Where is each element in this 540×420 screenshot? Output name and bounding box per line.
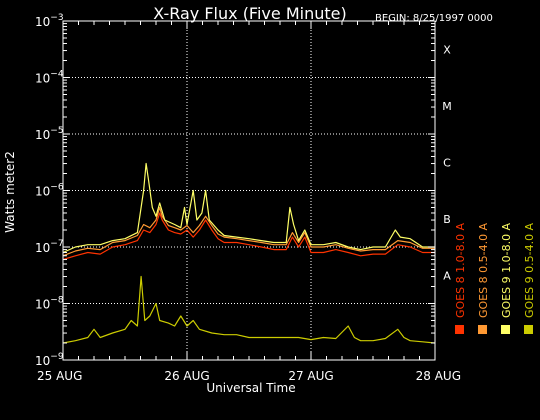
- legend-label-1: GOES 8 0.5-4.0 A: [477, 222, 490, 318]
- legend-swatch-3: [524, 325, 533, 334]
- series-lines: [62, 162, 436, 344]
- series-line-0: [62, 212, 435, 261]
- x-axis-ticks: 25 AUG 26 AUG 27 AUG 28 AUG: [37, 21, 461, 383]
- y-tick-label: 10−6: [35, 183, 64, 199]
- y-axis-ticks: 10−910−810−710−610−510−410−3: [35, 13, 435, 368]
- flare-class-labels: X M C B A: [442, 43, 452, 282]
- series-line-2: [62, 162, 435, 254]
- y-tick-exponent: −4: [50, 70, 64, 80]
- series-line-1: [62, 206, 435, 257]
- flare-class-b: B: [443, 213, 451, 226]
- x-tick-label: 26 AUG: [164, 369, 209, 383]
- y-tick-label: 10−9: [35, 352, 64, 368]
- y-tick-exponent: −6: [50, 183, 64, 193]
- x-tick-label: 28 AUG: [416, 369, 461, 383]
- legend-swatch-1: [478, 325, 487, 334]
- legend-label-3: GOES 9 0.5-4.0 A: [523, 222, 536, 318]
- y-tick-mantissa: 10: [35, 298, 50, 312]
- y-tick-exponent: −5: [50, 126, 63, 136]
- y-tick-exponent: −7: [50, 239, 63, 249]
- flare-class-a: A: [443, 269, 451, 282]
- y-tick-mantissa: 10: [35, 15, 50, 29]
- x-axis-label: Universal Time: [206, 381, 295, 395]
- legend-swatch-2: [501, 325, 510, 334]
- grid-lines: [63, 21, 435, 360]
- legend-label-2: GOES 9 1.0-8.0 A: [500, 222, 513, 318]
- legend-label-0: GOES 8 1.0-8.0 A: [454, 222, 467, 318]
- flare-class-m: M: [442, 100, 452, 113]
- x-tick-label: 25 AUG: [37, 369, 82, 383]
- y-tick-label: 10−3: [35, 13, 64, 29]
- flare-class-c: C: [443, 156, 451, 169]
- y-tick-mantissa: 10: [35, 185, 50, 199]
- begin-date-label: BEGIN: 8/25/1997 0000: [375, 13, 493, 24]
- y-tick-exponent: −3: [50, 13, 63, 23]
- chart-title: X-Ray Flux (Five Minute): [153, 4, 346, 23]
- y-tick-exponent: −8: [50, 296, 64, 306]
- series-line-3: [62, 275, 436, 344]
- y-axis-label: Watts meter2: [3, 151, 17, 233]
- y-tick-label: 10−5: [35, 126, 64, 142]
- legend: GOES 8 1.0-8.0 A GOES 8 0.5-4.0 A GOES 9 1…: [454, 222, 536, 334]
- y-tick-mantissa: 10: [35, 128, 50, 142]
- y-tick-label: 10−4: [35, 70, 64, 86]
- y-tick-mantissa: 10: [35, 241, 50, 255]
- y-tick-mantissa: 10: [35, 72, 50, 86]
- legend-swatch-0: [455, 325, 464, 334]
- flare-class-x: X: [443, 43, 451, 56]
- y-tick-label: 10−8: [35, 296, 64, 312]
- y-tick-exponent: −9: [50, 352, 64, 362]
- y-tick-mantissa: 10: [35, 354, 50, 368]
- y-tick-label: 10−7: [35, 239, 64, 255]
- x-tick-label: 27 AUG: [288, 369, 333, 383]
